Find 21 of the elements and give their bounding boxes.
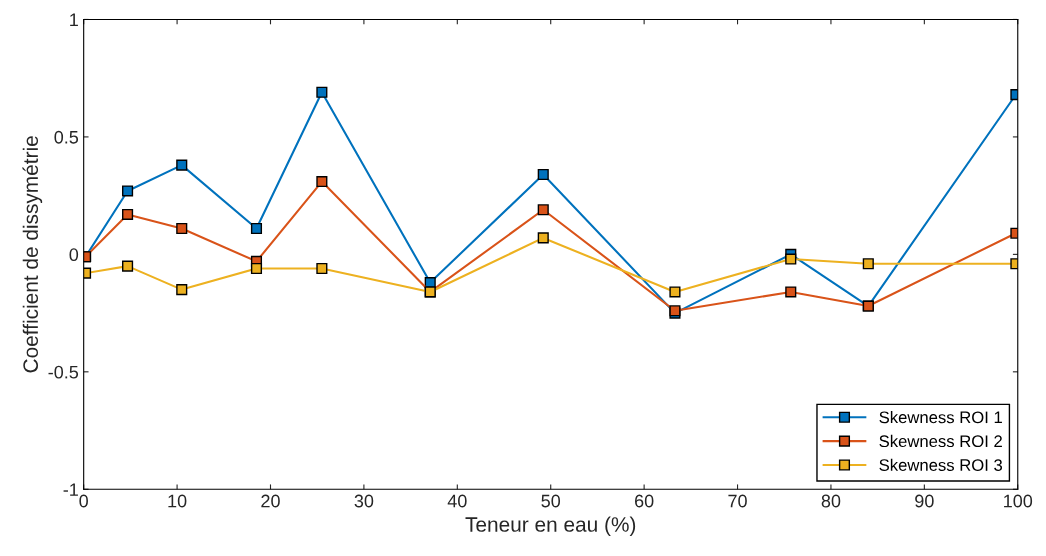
legend-label: Skewness ROI 1 (879, 411, 1002, 424)
x-tick-label: 20 (261, 494, 280, 508)
x-tick-label: 70 (728, 494, 747, 508)
x-tick-label: 50 (541, 494, 561, 508)
x-tick-label: 60 (635, 494, 654, 508)
legend-label: Skewness ROI 2 (879, 434, 1002, 448)
x-tick-label: 30 (354, 494, 374, 508)
x-tick-label: 80 (821, 494, 841, 508)
y-tick-label: -0.5 (48, 365, 79, 379)
x-tick-label: 40 (447, 494, 467, 508)
y-axis-title: Coefficient de dissymétrie (22, 136, 43, 373)
y-tick-label: 0 (69, 248, 79, 262)
x-tick-label: 100 (1004, 494, 1033, 508)
y-tick-label: 1 (70, 13, 78, 26)
x-tick-label: 90 (915, 494, 934, 508)
x-tick-label: 10 (168, 494, 187, 508)
legend-label: Skewness ROI 3 (879, 458, 1003, 471)
x-tick-label: 0 (79, 494, 88, 508)
y-tick-label: -1 (63, 483, 78, 496)
x-axis-title: Teneur en eau (%) (465, 516, 636, 536)
y-tick-label: 0.5 (54, 130, 79, 144)
